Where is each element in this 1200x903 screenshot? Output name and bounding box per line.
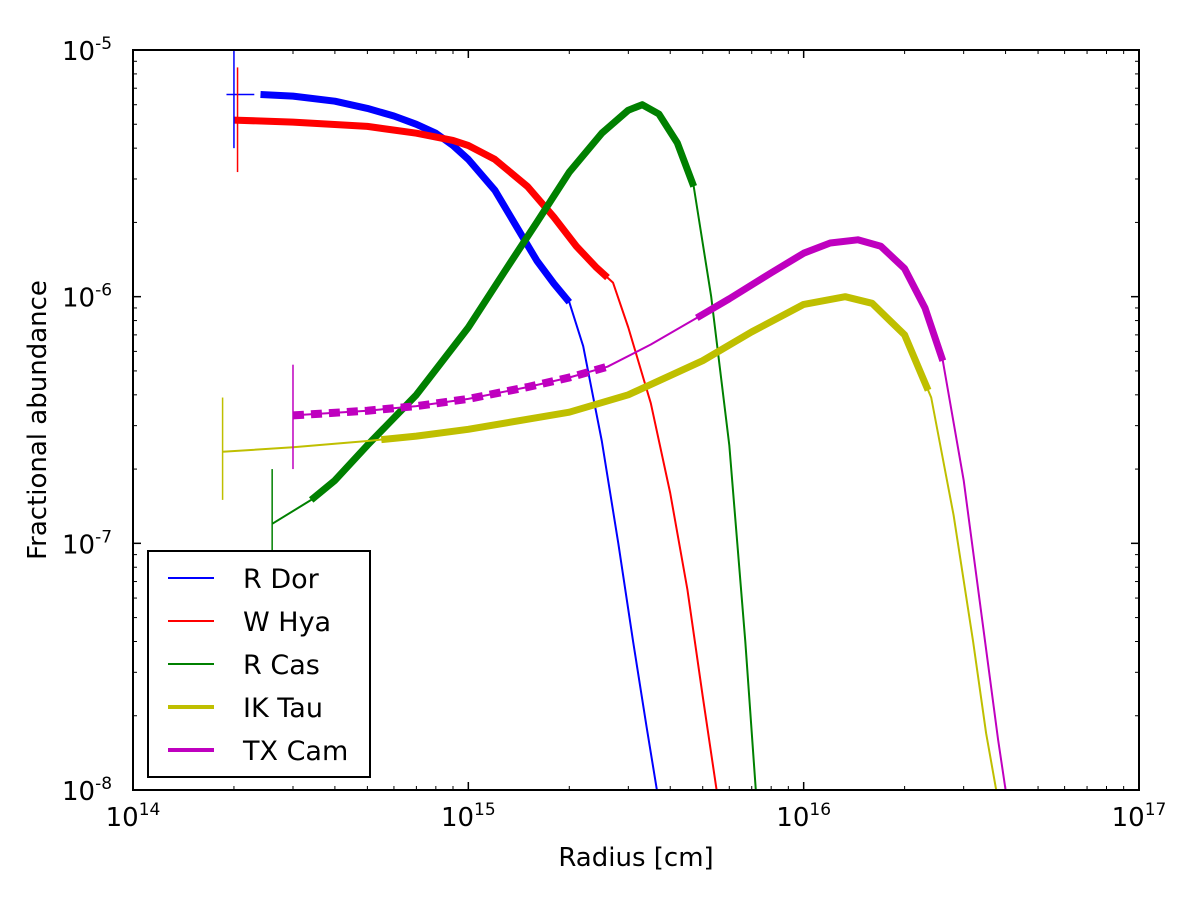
series-dashed-tx-cam (292, 362, 609, 420)
series-thick-w-hya (233, 116, 610, 281)
legend-label-r-dor: R Dor (243, 564, 320, 595)
legend-label-w-hya: W Hya (243, 607, 331, 638)
major-ticks (132, 49, 1140, 791)
series-r-cas (271, 101, 757, 790)
tick-labels: 1014 1015 1016 1017 10-8 10-7 10-6 10-5 (62, 34, 1166, 833)
y-tick-label: 10-6 (62, 281, 112, 314)
legend-items: R Dor W Hya R Cas IK Tau TX Cam (168, 564, 348, 767)
x-tick-label: 1017 (1112, 800, 1167, 833)
y-axis-label: Fractional abundance (23, 280, 53, 560)
y-tick-label: 10-8 (62, 774, 112, 807)
legend-label-tx-cam: TX Cam (242, 736, 348, 767)
legend-label-r-cas: R Cas (243, 650, 320, 681)
x-tick-label: 1016 (776, 800, 831, 833)
series-layer (222, 91, 1007, 790)
series-ik-tau (222, 293, 998, 790)
legend: R Dor W Hya R Cas IK Tau TX Cam (147, 550, 371, 778)
series-thick-r-cas (308, 101, 697, 503)
y-tick-label: 10-7 (62, 527, 112, 560)
x-tick-label: 1015 (441, 800, 496, 833)
y-tick-label: 10-5 (62, 34, 112, 67)
x-axis-label: Radius [cm] (558, 843, 713, 873)
series-w-hya (233, 116, 718, 790)
plot-frame (132, 49, 1140, 791)
series-thick-tx-cam (695, 236, 947, 362)
legend-label-ik-tau: IK Tau (243, 693, 323, 724)
series-tx-cam (292, 236, 1007, 790)
x-tick-label: 1014 (106, 800, 161, 833)
series-thick-ik-tau (380, 293, 932, 444)
